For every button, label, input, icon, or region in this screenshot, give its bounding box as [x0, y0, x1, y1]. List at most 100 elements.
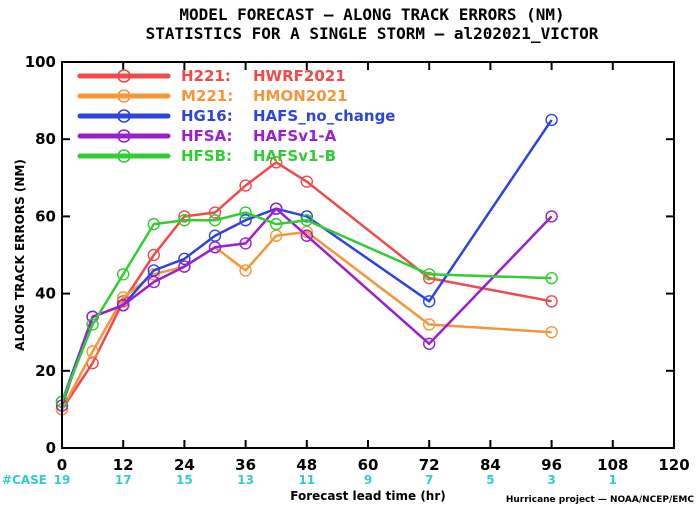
- series-3-point-5: [208, 241, 222, 254]
- case-count-3: 13: [237, 473, 254, 487]
- series-1: [55, 225, 558, 416]
- legend: H221: HWRF2021 M221: HMON2021 HG16: HAFS_no_c…: [77, 67, 395, 165]
- legend-code-3: HFSA:: [181, 127, 233, 145]
- series-3-point-2: [116, 298, 130, 312]
- x-tick-label-5: 60: [358, 456, 379, 474]
- series-2-point-4: [178, 252, 191, 266]
- series-4-point-7: [270, 217, 283, 231]
- x-tick-label-1: 12: [113, 456, 134, 474]
- y-tick-label-2: 40: [35, 285, 56, 303]
- series-4-point-9: [423, 268, 436, 281]
- x-tick-label-9: 108: [597, 456, 628, 474]
- case-count-6: 7: [425, 473, 433, 487]
- series-0-point-4: [178, 210, 191, 223]
- series-0-point-6: [239, 179, 252, 192]
- legend-code-0: H221:: [181, 67, 231, 85]
- case-count-9: 1: [609, 473, 617, 487]
- legend-label-0: HWRF2021: [253, 67, 346, 85]
- series-3-point-8: [300, 229, 313, 242]
- series-4-point-6: [239, 206, 252, 219]
- x-tick-label-2: 24: [174, 456, 195, 474]
- series-line-1: [60, 230, 552, 410]
- legend-code-2: HG16:: [181, 107, 233, 125]
- series-0-point-3: [147, 248, 161, 262]
- x-tick-label-6: 72: [419, 456, 440, 474]
- series-0-point-8: [300, 175, 313, 188]
- case-count-2: 15: [176, 473, 193, 487]
- y-tick-label-3: 60: [35, 207, 56, 225]
- series-1-point-3: [147, 268, 161, 281]
- series-lines: [55, 113, 558, 416]
- series-1-point-6: [239, 264, 252, 277]
- series-0: [55, 156, 558, 416]
- x-tick-label-0: 0: [57, 456, 67, 474]
- series-0-point-7: [270, 156, 283, 169]
- x-tick-label-10: 120: [658, 456, 689, 474]
- series-line-0: [60, 161, 552, 411]
- series-line-4: [60, 211, 552, 403]
- series-0-point-9: [423, 271, 436, 285]
- series-4-point-1: [86, 318, 99, 331]
- legend-marker-1: [117, 89, 131, 103]
- legend-label-1: HMON2021: [253, 87, 348, 105]
- x-tick-label-8: 96: [541, 456, 562, 474]
- legend-code-1: M221:: [181, 87, 233, 105]
- chart-title: MODEL FORECAST — ALONG TRACK ERRORS (NM): [179, 5, 564, 24]
- series-3-point-3: [147, 275, 161, 289]
- legend-marker-2: [117, 109, 131, 123]
- series-2-point-10: [545, 113, 558, 127]
- y-tick-labels: 0 20 40 60 80 100: [25, 53, 56, 457]
- y-tick-label-0: 0: [46, 439, 56, 457]
- series-line-3: [60, 207, 553, 406]
- legend-label-4: HAFSv1-B: [253, 147, 336, 165]
- series-4-point-8: [300, 214, 313, 227]
- series-3: [55, 202, 558, 412]
- case-count-1: 17: [115, 473, 132, 487]
- legend-marker-0: [117, 69, 131, 83]
- series-4-point-3: [147, 217, 161, 231]
- x-tick-labels: 0 12 24 36 48 60 72 84 96 108 120: [57, 456, 690, 474]
- series-1-point-10: [545, 326, 558, 339]
- series-1-point-9: [423, 318, 436, 331]
- plot-frame: [61, 61, 675, 449]
- legend-marker-4: [117, 149, 131, 163]
- series-4-point-10: [545, 271, 558, 285]
- case-count-5: 9: [364, 473, 372, 487]
- case-count-7: 5: [486, 473, 494, 487]
- x-axis-label: Forecast lead time (hr): [290, 489, 446, 503]
- series-4-point-4: [178, 214, 191, 227]
- case-count-row: 19 17 15 13 11 9 7 5 3 1: [54, 473, 617, 487]
- series-0-point-5: [208, 206, 222, 219]
- legend-label-2: HAFS_no_change: [253, 107, 395, 125]
- series-3-point-6: [239, 237, 252, 250]
- case-count-8: 3: [547, 473, 555, 487]
- series-2-point-8: [300, 210, 313, 223]
- legend-marker-3: [117, 129, 131, 143]
- series-2-point-9: [423, 295, 436, 308]
- x-tick-label-4: 48: [296, 456, 317, 474]
- series-1-point-1: [86, 345, 99, 358]
- series-3-point-10: [545, 210, 558, 223]
- series-4-point-5: [208, 214, 222, 227]
- series-3-point-4: [178, 260, 191, 273]
- chart-subtitle: STATISTICS FOR A SINGLE STORM — al202021…: [146, 24, 599, 43]
- case-label: #CASE: [2, 473, 47, 487]
- x-tick-label-3: 36: [235, 456, 256, 474]
- x-tick-label-7: 84: [480, 456, 501, 474]
- y-axis-label: ALONG TRACK ERRORS (NM): [13, 159, 27, 351]
- series-3-point-7: [270, 202, 283, 215]
- series-4-point-2: [116, 268, 130, 281]
- case-count-0: 19: [54, 473, 71, 487]
- credit-text: Hurricane project — NOAA/NCEP/EMC: [506, 495, 695, 505]
- legend-label-3: HAFSv1-A: [253, 127, 337, 145]
- y-tick-label-4: 80: [35, 130, 56, 148]
- series-3-point-9: [423, 337, 436, 350]
- y-tick-label-5: 100: [25, 53, 56, 71]
- legend-code-4: HFSB:: [181, 147, 232, 165]
- series-4: [55, 206, 558, 408]
- case-count-4: 11: [298, 473, 315, 487]
- series-0-point-10: [545, 295, 558, 308]
- series-2-point-6: [239, 214, 252, 227]
- y-tick-label-1: 20: [35, 362, 56, 380]
